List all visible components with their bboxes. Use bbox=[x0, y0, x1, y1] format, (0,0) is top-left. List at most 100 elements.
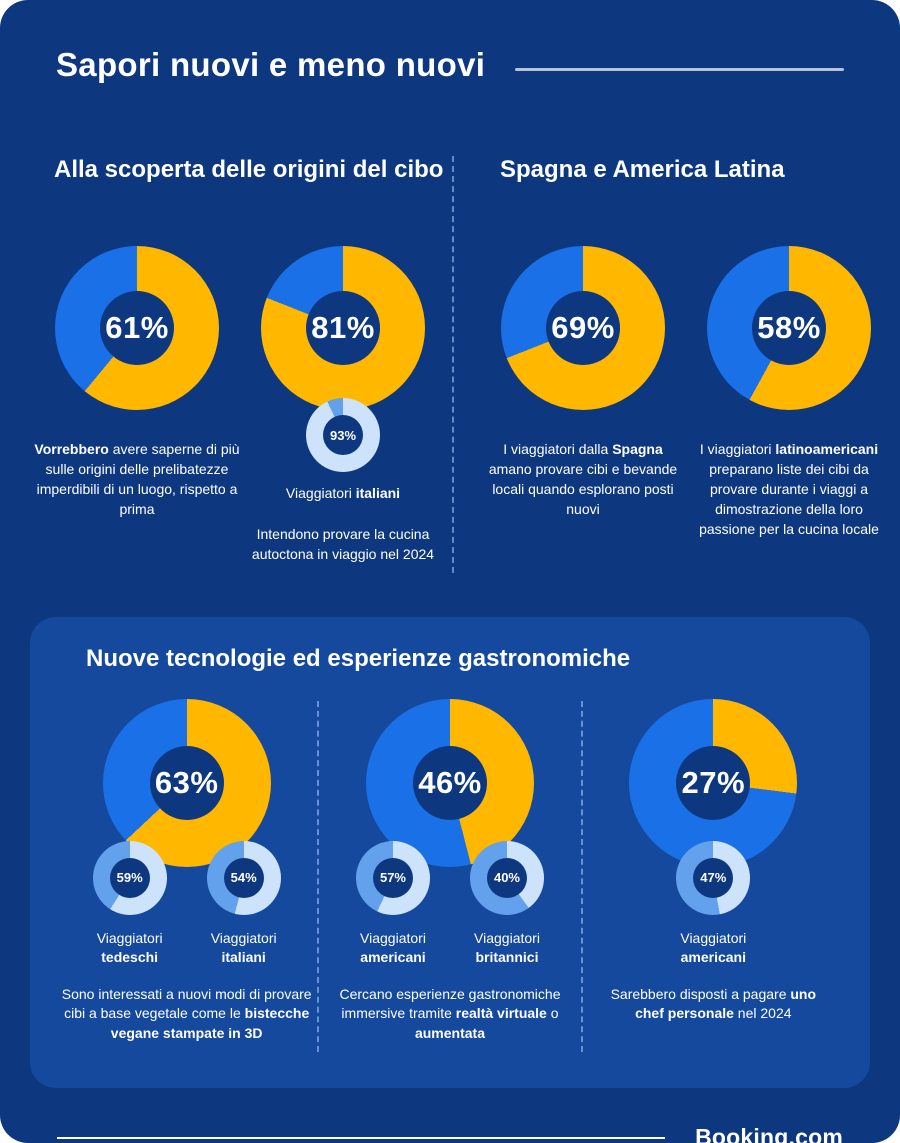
donut-hole: 57% bbox=[372, 857, 413, 898]
sub-donuts-row: 59% Viaggiatori tedeschi 54% Viaggiatori i… bbox=[79, 840, 295, 967]
chart-block-61: 61% Vorrebbero avere saperne di più sull… bbox=[34, 246, 240, 579]
donut-hole: 63% bbox=[149, 745, 224, 820]
caption-27-p1: Sarebbero disposti a pagare bbox=[610, 985, 791, 1002]
sub-donut-value-label: 57% bbox=[379, 870, 406, 886]
donut-hole: 58% bbox=[752, 291, 826, 365]
section-heading-origins: Alla scoperta delle origini del cibo bbox=[54, 156, 444, 183]
donut-chart-69: 69% bbox=[501, 246, 665, 410]
traveler-label-italiani: Viaggiatori italiani bbox=[286, 485, 400, 501]
caption-46-bold1: realtà virtuale bbox=[455, 1005, 547, 1022]
sub-donut-value-label: 59% bbox=[116, 870, 143, 886]
sub-donut-59: 59% bbox=[92, 840, 167, 915]
caption-69: I viaggiatori dalla Spagna amano provare… bbox=[481, 440, 686, 520]
chart-block-58: 58% I viaggiatori latinoamericani prepar… bbox=[686, 246, 892, 553]
sub-donut-57: 57% bbox=[355, 840, 430, 915]
donut-hole: 47% bbox=[693, 857, 734, 898]
title-rule bbox=[515, 67, 844, 71]
donut-chart-61: 61% bbox=[55, 246, 219, 410]
section-heading-spagna: Spagna e America Latina bbox=[500, 156, 785, 183]
sub-donut-47: 47% bbox=[676, 840, 751, 915]
traveler-label-line2: italiani bbox=[221, 948, 266, 965]
traveler-label-britannici: Viaggiatori britannici bbox=[474, 929, 540, 967]
donut-chart-81: 81% bbox=[261, 246, 425, 410]
traveler-label-line2: americani bbox=[360, 948, 426, 965]
donut-hole: 46% bbox=[412, 745, 487, 820]
donut-hole: 54% bbox=[223, 857, 264, 898]
caption-46-p2: o bbox=[546, 1005, 559, 1022]
sub-col-americani: 47% Viaggiatori americani bbox=[662, 840, 764, 967]
caption-27-p2: nel 2024 bbox=[733, 1005, 792, 1022]
sub-col-americani: 57% Viaggiatori americani bbox=[342, 840, 444, 967]
traveler-label-line1: Viaggiatori bbox=[360, 929, 426, 946]
sub-donut-value-label: 93% bbox=[329, 427, 357, 443]
booking-logo: Booking.com bbox=[695, 1124, 843, 1143]
donut-hole: 81% bbox=[306, 291, 380, 365]
chart-block-81: 81% 93% Viaggiatori italiani Intendono p… bbox=[240, 246, 446, 579]
traveler-label-tedeschi: Viaggiatori tedeschi bbox=[97, 929, 163, 967]
top-section: Alla scoperta delle origini del cibo 61%… bbox=[0, 154, 900, 579]
donut-chart-58: 58% bbox=[707, 246, 871, 410]
sub-donut-93: 93% bbox=[306, 398, 380, 472]
traveler-label-line1: Viaggiatori bbox=[474, 929, 540, 946]
section-spagna: Spagna e America Latina 69% I viaggiator… bbox=[454, 154, 900, 579]
sub-donut-54: 54% bbox=[206, 840, 281, 915]
donut-hole: 93% bbox=[323, 415, 363, 455]
traveler-label-prefix: Viaggiatori bbox=[285, 485, 356, 501]
donut-hole: 61% bbox=[100, 291, 174, 365]
donut-chart-27: 27% bbox=[629, 698, 798, 867]
caption-81: Intendono provare la cucina autoctona in… bbox=[251, 526, 435, 562]
caption-27: Sarebbero disposti a pagare uno chef per… bbox=[601, 985, 826, 1025]
vertical-divider-panel-2 bbox=[580, 700, 583, 1053]
panel-tech: Nuove tecnologie ed esperienze gastronom… bbox=[30, 616, 870, 1089]
donut-value-label: 81% bbox=[311, 310, 375, 345]
donut-hole: 69% bbox=[546, 291, 620, 365]
tech-group-46: 46% 57% Viaggiatori americani bbox=[319, 698, 580, 1058]
caption-58-p1: I viaggiatori bbox=[699, 441, 776, 457]
donut-value-label: 63% bbox=[154, 764, 219, 800]
caption-46: Cercano esperienze gastronomiche immersi… bbox=[326, 985, 574, 1045]
sub-donut-40: 40% bbox=[469, 840, 544, 915]
sub-donut-value-label: 40% bbox=[493, 870, 520, 886]
caption-58: I viaggiatori latinoamericani preparano … bbox=[686, 440, 892, 539]
caption-46-bold2: aumentata bbox=[414, 1025, 485, 1042]
caption-63: Sono interessati a nuovi modi di provare… bbox=[56, 985, 317, 1045]
caption-69-p2: amano provare cibi e bevande locali quan… bbox=[488, 460, 678, 517]
caption-46-p1: Cercano esperienze gastronomiche immersi… bbox=[339, 985, 561, 1022]
donut-value-label: 46% bbox=[418, 764, 482, 800]
caption-27-bold: uno chef personale bbox=[635, 985, 817, 1022]
tech-group-27: 27% 47% Viaggiatori americani Sarebbero d… bbox=[583, 698, 844, 1058]
tech-group-63: 63% 59% Viaggiatori tedeschi bbox=[56, 698, 317, 1058]
donut-value-label: 58% bbox=[757, 310, 821, 345]
donut-value-label: 27% bbox=[681, 764, 746, 800]
vertical-divider-panel-1 bbox=[317, 700, 320, 1053]
page-title: Sapori nuovi e meno nuovi bbox=[56, 46, 486, 83]
traveler-label-americani: Viaggiatori americani bbox=[360, 929, 426, 967]
sub-col-italiani: 54% Viaggiatori italiani bbox=[193, 840, 295, 967]
sub-col-britannici: 40% Viaggiatori britannici bbox=[456, 840, 558, 967]
traveler-label-line2: britannici bbox=[475, 948, 539, 965]
traveler-label-line1: Viaggiatori bbox=[210, 929, 277, 946]
caption-61: Vorrebbero avere saperne di più sulle or… bbox=[34, 440, 240, 520]
donut-value-label: 69% bbox=[551, 310, 615, 345]
traveler-label-bold: italiani bbox=[355, 485, 401, 501]
traveler-label-line2: americani bbox=[680, 948, 746, 965]
caption-58-bold: latinoamericani bbox=[775, 441, 879, 457]
sub-col-tedeschi: 59% Viaggiatori tedeschi bbox=[79, 840, 181, 967]
traveler-label-line1: Viaggiatori bbox=[96, 929, 163, 946]
footer: Booking.com bbox=[0, 1124, 900, 1143]
footer-rule bbox=[57, 1136, 666, 1139]
sub-donut-value-label: 54% bbox=[230, 870, 257, 886]
panel-heading-tech: Nuove tecnologie ed esperienze gastronom… bbox=[86, 644, 631, 672]
origins-charts-row: 61% Vorrebbero avere saperne di più sull… bbox=[28, 246, 452, 579]
donut-chart-63: 63% bbox=[102, 698, 271, 867]
donut-chart-46: 46% bbox=[365, 698, 534, 867]
donut-value-label: 61% bbox=[105, 310, 169, 345]
traveler-label-italiani: Viaggiatori italiani bbox=[211, 929, 277, 967]
caption-69-bold: Spagna bbox=[612, 441, 663, 457]
sub-donut-value-label: 47% bbox=[700, 870, 727, 886]
donut-hole: 40% bbox=[486, 857, 527, 898]
vertical-divider-top bbox=[452, 156, 454, 573]
sub-donuts-row: 57% Viaggiatori americani 40% Viaggiatori… bbox=[342, 840, 558, 967]
caption-69-p1: I viaggiatori dalla bbox=[503, 441, 613, 457]
